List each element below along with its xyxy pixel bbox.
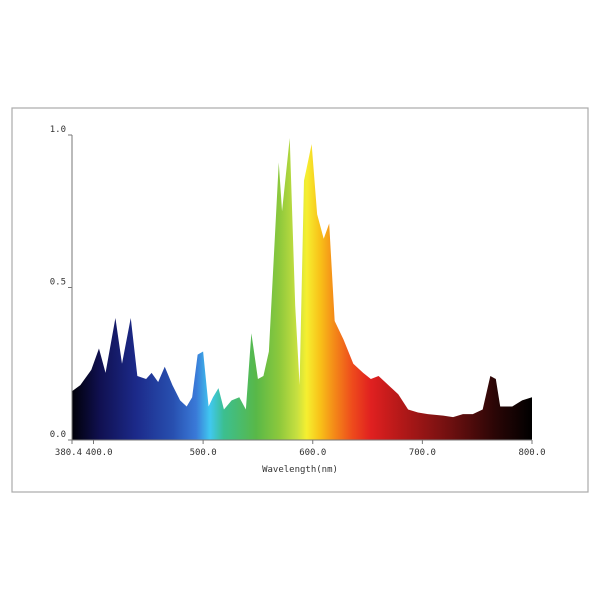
y-tick-label: 1.0 (50, 125, 66, 135)
x-tick-label: 500.0 (190, 448, 217, 458)
x-tick-label: 380.4 (55, 448, 82, 458)
y-tick-label: 0.5 (50, 278, 66, 288)
y-tick-label: 0.0 (50, 430, 66, 440)
x-tick-label: 400.0 (85, 448, 112, 458)
spectrum-area (72, 138, 532, 441)
x-tick-label: 800.0 (518, 448, 545, 458)
x-tick-label: 600.0 (299, 448, 326, 458)
x-tick-label: 700.0 (409, 448, 436, 458)
x-axis-label: Wavelength(nm) (262, 465, 338, 475)
